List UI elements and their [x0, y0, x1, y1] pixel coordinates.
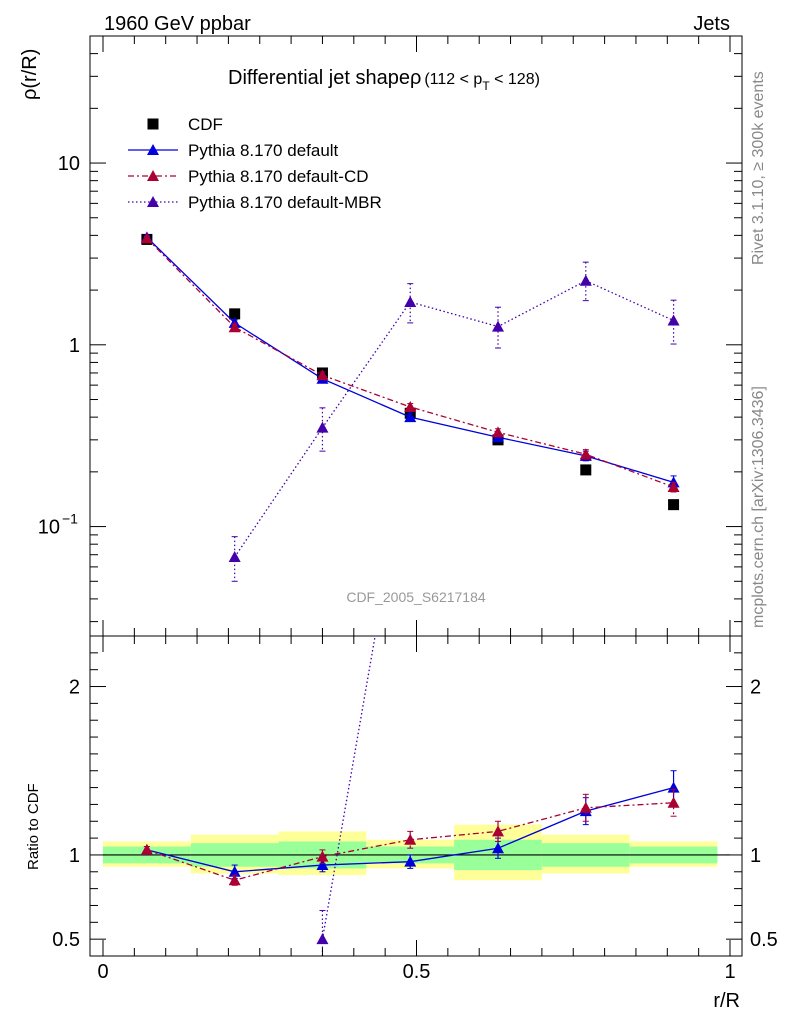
legend-marker: [147, 196, 159, 207]
ratio-y-tick-label: 0.5: [52, 929, 80, 951]
ratio-y-tick-label-right: 2: [750, 677, 761, 699]
x-tick-label: 0: [97, 961, 108, 983]
legend-label: Pythia 8.170 default-MBR: [188, 193, 382, 212]
data-point-cdf: [580, 464, 592, 476]
ratio-bands: [103, 824, 730, 881]
ratio-point-pythia-8-170-default-cd: [228, 874, 241, 886]
series-line-pythia-8-170-default-mbr: [234, 280, 674, 558]
data-point-pythia-8-170-default-mbr: [579, 274, 592, 286]
data-point-pythia-8-170-default-mbr: [404, 295, 417, 307]
ratio-point-pythia-8-170-default-cd: [140, 843, 153, 855]
ratio-y-tick-label: 2: [69, 677, 80, 699]
rivet-label: Rivet 3.1.10, ≥ 300k events: [750, 71, 767, 265]
data-point-pythia-8-170-default-mbr: [228, 551, 241, 563]
ratio-point-pythia-8-170-default: [228, 865, 241, 877]
x-tick-label: 1: [724, 961, 735, 983]
ratio-series-pythia-8-170-default-mbr: [316, 636, 376, 956]
ratio-point-pythia-8-170-default-mbr: [316, 933, 329, 945]
ratio-y-label: Ratio to CDF: [25, 783, 42, 870]
ratio-series-pythia-8-170-default-cd: [140, 788, 680, 886]
main-y-label: ρ(r/R): [19, 49, 41, 100]
series-line-pythia-8-170-default-cd: [146, 237, 674, 488]
ratio-y-tick-label-right: 0.5: [750, 929, 778, 951]
data-point-pythia-8-170-default-mbr: [667, 314, 680, 326]
x-axis-label: r/R: [713, 990, 740, 1012]
data-point-pythia-8-170-default-cd: [492, 426, 505, 438]
legend-label: CDF: [188, 115, 223, 134]
data-point-pythia-8-170-default: [404, 411, 417, 423]
ratio-y-tick-label-right: 1: [750, 845, 761, 867]
data-point-pythia-8-170-default-mbr: [316, 421, 329, 433]
ratio-line-pythia-8-170-default-mbr: [321, 636, 376, 940]
data-point-pythia-8-170-default-cd: [316, 369, 329, 381]
ratio-y-tick-label: 1: [69, 845, 80, 867]
y-tick-label: 10: [58, 153, 80, 175]
ratio-point-pythia-8-170-default-cd: [579, 801, 592, 813]
ratio-plot-panel: 0.5 0.5 1 1 2 2 0 0.5 1: [52, 635, 778, 983]
y-tick-exponent: −1: [62, 511, 78, 527]
legend-marker: [147, 144, 159, 155]
legend-marker: [147, 170, 159, 181]
data-point-pythia-8-170-default-cd: [404, 400, 417, 412]
data-point-pythia-8-170-default-cd: [228, 321, 241, 333]
data-point-pythia-8-170-default-cd: [140, 232, 153, 244]
ratio-point-pythia-8-170-default: [667, 781, 680, 793]
data-point-cdf: [668, 499, 680, 511]
ratio-point-pythia-8-170-default-cd: [404, 833, 417, 845]
main-title-text: Differential jet shapeρ: [228, 67, 421, 89]
ratio-point-pythia-8-170-default: [492, 842, 505, 854]
ratio-point-pythia-8-170-default-cd: [492, 825, 505, 837]
ratio-point-pythia-8-170-default: [316, 859, 329, 871]
ratio-point-pythia-8-170-default: [404, 855, 417, 867]
watermark: CDF_2005_S6217184: [346, 589, 486, 605]
legend-label: Pythia 8.170 default-CD: [188, 167, 369, 186]
main-title-suffix: (112 < p: [424, 71, 482, 88]
ratio-point-pythia-8-170-default-cd: [316, 850, 329, 862]
main-title-sub: T: [482, 79, 490, 93]
x-tick-label: 0.5: [403, 961, 431, 983]
legend: CDF Pythia 8.170 default Pythia 8.170 defa…: [128, 115, 382, 212]
legend-marker: [147, 118, 159, 130]
data-point-pythia-8-170-default-cd: [667, 481, 680, 493]
y-tick-label: 1: [69, 335, 80, 357]
y-tick-label: 10: [38, 517, 60, 539]
header-left: 1960 GeV ppbar: [104, 13, 251, 35]
legend-label: Pythia 8.170 default: [188, 141, 339, 160]
data-point-pythia-8-170-default-cd: [579, 448, 592, 460]
header-right: Jets: [693, 13, 730, 35]
data-point-pythia-8-170-default-mbr: [492, 320, 505, 332]
main-title-end: < 128): [490, 71, 540, 88]
mcplots-label: mcplots.cern.ch [arXiv:1306.3436]: [750, 386, 767, 628]
main-title: Differential jet shapeρ (112 < pT < 128): [228, 67, 540, 93]
data-point-cdf: [229, 308, 241, 320]
ratio-point-pythia-8-170-default-cd: [667, 796, 680, 808]
series-line-pythia-8-170-default: [146, 236, 674, 484]
